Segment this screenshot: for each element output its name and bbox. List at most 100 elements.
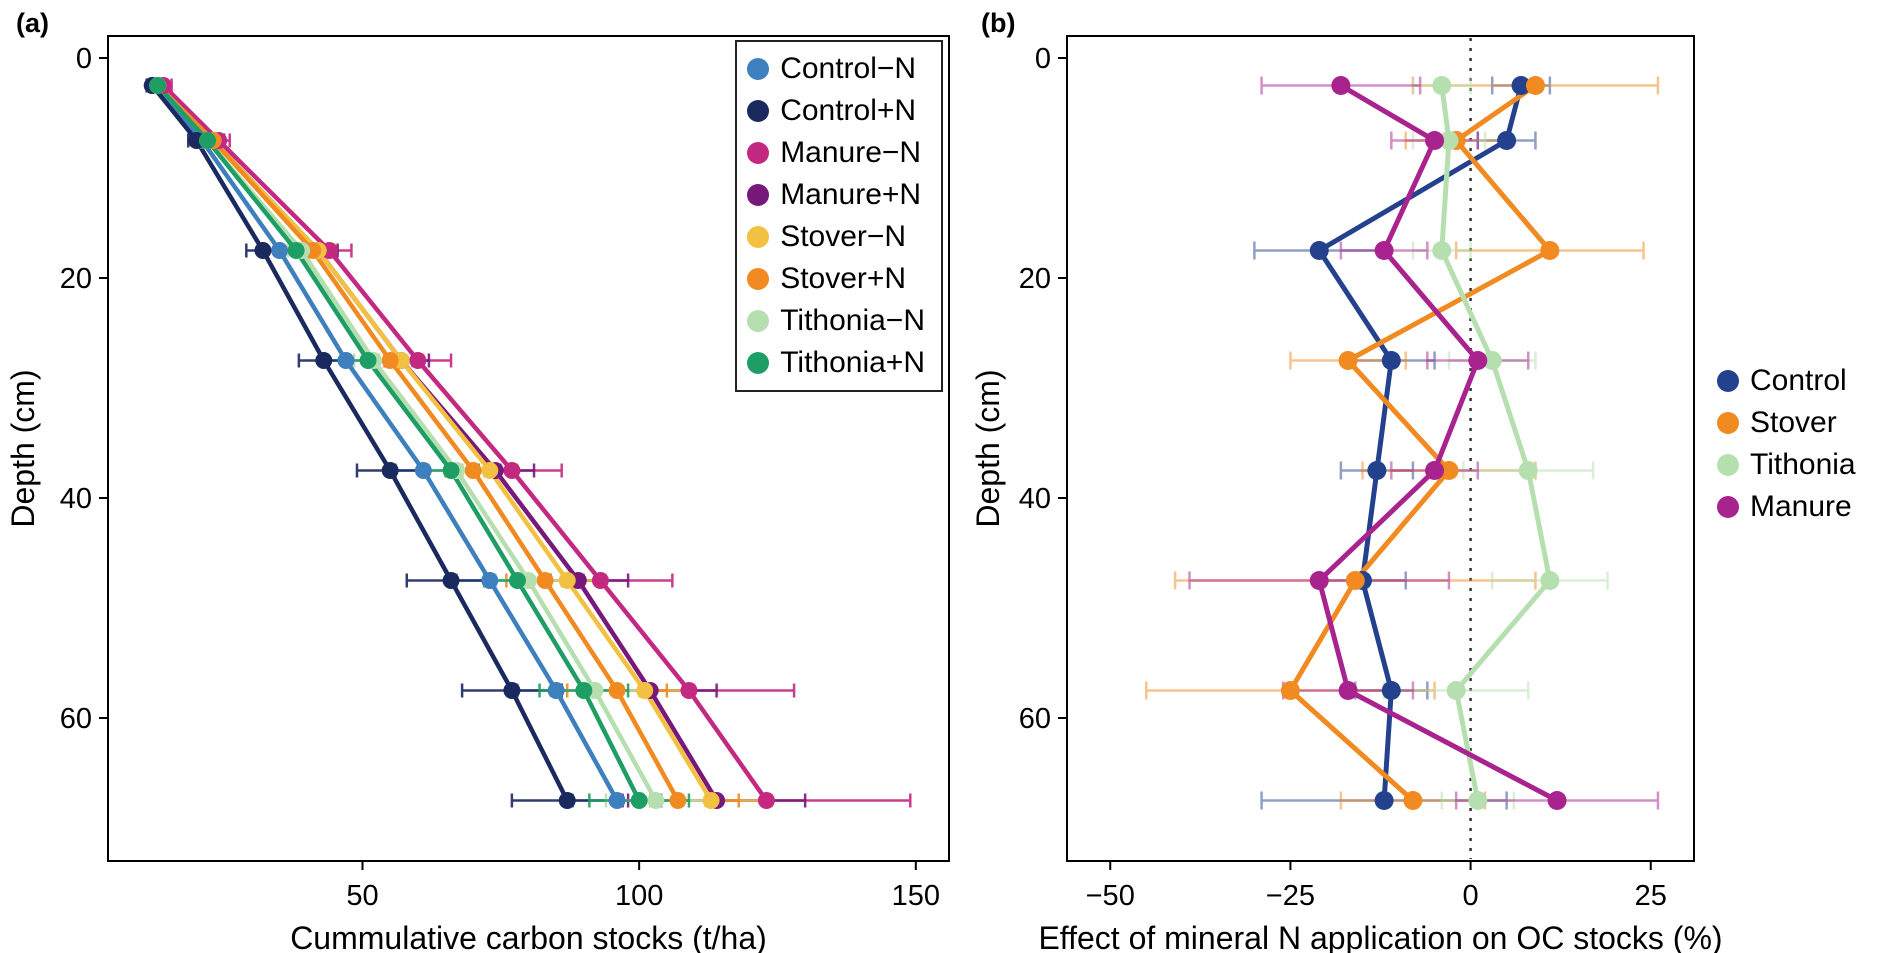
data-point (1432, 76, 1452, 95)
data-point (1403, 791, 1423, 810)
data-point (1547, 791, 1567, 810)
data-point (337, 352, 355, 369)
legend-item-manure-plus-n: Manure+N (747, 174, 925, 216)
data-point (315, 352, 333, 369)
data-point (1525, 76, 1545, 95)
legend-item-control: Control (1717, 360, 1856, 402)
series-line-stover (1287, 83, 1553, 803)
data-point (359, 352, 377, 369)
series-line-stover-plus-n (155, 83, 681, 803)
panel-a: (a) 50 100 150 0 20 40 60 Cummulative carbon st… (5, 8, 950, 953)
data-point (381, 352, 399, 369)
legend-label: Stover (1750, 406, 1837, 439)
data-point (199, 132, 217, 149)
data-point (608, 682, 626, 699)
legend-item-manure-minus-n: Manure−N (747, 132, 925, 174)
series-points-manure (1309, 76, 1567, 810)
data-point (481, 572, 499, 589)
series-points-tithonia (1432, 76, 1560, 810)
data-point (680, 682, 698, 699)
legend-marker-icon (747, 310, 770, 332)
legend-marker-icon (1717, 496, 1739, 518)
data-point (669, 792, 687, 809)
x-axis-title: Effect of mineral N application on OC st… (1038, 920, 1722, 953)
data-point (1374, 791, 1394, 810)
panel-a-legend: Control−N Control+N Manure−N Manure+N Stover… (735, 40, 943, 392)
legend-item-stover-plus-n: Stover+N (747, 258, 925, 300)
data-point (575, 682, 593, 699)
data-point (1280, 681, 1300, 700)
data-point (536, 572, 554, 589)
data-point (1439, 461, 1459, 480)
panel-b-legend: Control Stover Tithonia Manure (1717, 360, 1856, 528)
panel-b-tag: (b) (981, 8, 1016, 38)
series-line-control (1316, 83, 1524, 803)
data-point (508, 572, 526, 589)
data-point (1468, 351, 1488, 370)
data-point (636, 682, 654, 699)
data-point (287, 242, 305, 259)
legend-marker-icon (747, 142, 770, 164)
data-point (149, 77, 167, 94)
data-point (1518, 461, 1538, 480)
y-tick-label: 60 (1019, 703, 1051, 735)
data-point (381, 462, 399, 479)
data-point (464, 462, 482, 479)
data-point (271, 242, 289, 259)
legend-item-control-plus-n: Control+N (747, 90, 925, 132)
legend-item-stover-minus-n: Stover−N (747, 216, 925, 258)
data-point (414, 462, 432, 479)
legend-label: Stover+N (780, 262, 907, 295)
panel-b: (b) −50 −25 0 25 0 20 40 60 Effect of mineral N … (965, 0, 1892, 953)
series-line-control-plus-n (150, 83, 570, 803)
data-point (1381, 351, 1401, 370)
series-line-tithonia-plus-n (155, 83, 642, 803)
data-point (702, 792, 720, 809)
legend-item-tithonia-plus-n: Tithonia+N (747, 342, 925, 384)
data-point (1381, 681, 1401, 700)
legend-marker-icon (747, 58, 770, 80)
legend-label: Control+N (780, 94, 917, 127)
x-axis-title: Cummulative carbon stocks (t/ha) (290, 920, 767, 953)
legend-label: Tithonia−N (780, 304, 925, 337)
data-point (1309, 241, 1329, 260)
x-tick-label: −50 (1086, 880, 1135, 912)
data-point (409, 352, 427, 369)
data-point (481, 462, 499, 479)
data-point (630, 792, 648, 809)
data-point (1439, 131, 1459, 150)
data-point (1338, 681, 1358, 700)
legend-item-tithonia: Tithonia (1717, 444, 1856, 486)
x-tick-label: 150 (892, 880, 940, 912)
legend-label: Manure (1750, 490, 1852, 523)
legend-marker-icon (747, 268, 770, 290)
data-point (1425, 131, 1445, 150)
legend-marker-icon (1717, 454, 1739, 476)
data-point (1345, 571, 1365, 590)
data-point (1367, 461, 1387, 480)
series-points-tithonia-plus-n (149, 77, 648, 809)
series-line-control-minus-n (150, 83, 620, 803)
data-point (1511, 76, 1531, 95)
data-point (1374, 241, 1394, 260)
data-point (558, 792, 576, 809)
data-point (1468, 791, 1488, 810)
data-point (591, 572, 609, 589)
series-line-manure (1316, 83, 1560, 803)
legend-label: Control−N (780, 52, 917, 85)
data-point (1446, 681, 1466, 700)
y-tick-label: 20 (60, 263, 92, 295)
data-point (647, 792, 665, 809)
x-tick-label: −25 (1266, 880, 1315, 912)
data-point (1540, 241, 1560, 260)
legend-marker-icon (1717, 412, 1739, 434)
data-point (1432, 241, 1452, 260)
legend-label: Tithonia (1750, 448, 1856, 481)
legend-item-stover: Stover (1717, 402, 1856, 444)
legend-item-control-minus-n: Control−N (747, 48, 925, 90)
legend-item-tithonia-minus-n: Tithonia−N (747, 300, 925, 342)
legend-item-manure: Manure (1717, 486, 1856, 528)
data-point (254, 242, 272, 259)
legend-label: Manure+N (780, 178, 922, 211)
data-point (1482, 351, 1502, 370)
